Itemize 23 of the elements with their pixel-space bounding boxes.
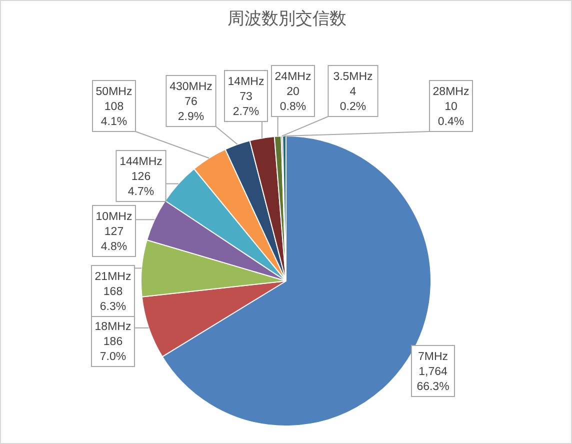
data-label: 1,764 66.3% (416, 366, 450, 393)
slice-label: 18MHz (94, 321, 132, 333)
chart-title: 周波数別交信数 (226, 8, 348, 30)
slice-label: 430MHz (170, 81, 213, 93)
slice-label: 24MHz (274, 71, 312, 83)
data-label: 168 6.3% (100, 286, 126, 313)
data-label: 10 0.4% (438, 101, 464, 128)
data-label: 76 2.9% (178, 96, 204, 123)
slice-label: 7MHz (418, 351, 448, 363)
data-label: 20 0.8% (280, 86, 306, 113)
slice-label: 28MHz (432, 86, 470, 98)
slice-label: 14MHz (228, 76, 264, 88)
slice-label: 144MHz (120, 156, 163, 168)
slice-label: 21MHz (94, 271, 132, 283)
data-label: 127 4.8% (100, 226, 128, 253)
data-label: 4 0.2% (340, 86, 366, 113)
slice-label: 10MHz (96, 211, 132, 223)
slice-label: 50MHz (96, 86, 132, 98)
data-label: 108 4.1% (100, 101, 128, 128)
data-label: 126 4.7% (128, 171, 154, 198)
slice-label: 3.5MHz (333, 71, 374, 83)
data-label: 73 2.7% (232, 91, 260, 118)
data-label: 186 7.0% (100, 336, 126, 363)
